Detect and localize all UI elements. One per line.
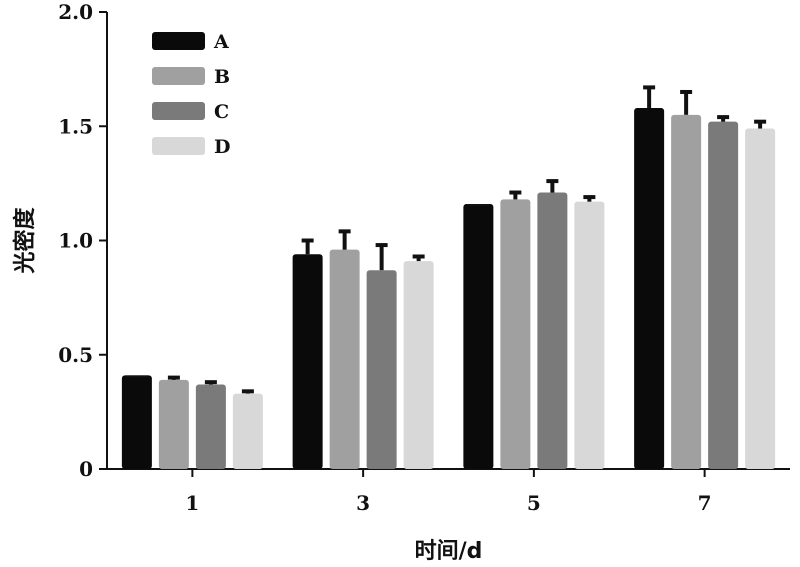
- plot-area: 0 0.5 1.0 1.5 2.0 1 3 5 7: [58, 0, 790, 515]
- legend-swatch: [152, 137, 205, 155]
- bar: [121, 375, 152, 469]
- legend-swatch: [152, 32, 205, 50]
- x-tick-label: 3: [356, 491, 370, 515]
- legend-label: C: [214, 101, 229, 123]
- y-tick-label: 2.0: [58, 0, 93, 24]
- y-tick-label: 1.5: [58, 114, 93, 138]
- x-tick-label: 1: [185, 491, 199, 515]
- y-axis-title: 光密度: [12, 207, 38, 275]
- x-tick-label: 5: [527, 491, 541, 515]
- bar: [500, 199, 531, 469]
- legend-label: D: [214, 136, 230, 158]
- y-tick-label: 0.5: [58, 343, 93, 367]
- legend-swatch: [152, 67, 205, 85]
- legend-swatch: [152, 102, 205, 120]
- bar: [158, 379, 189, 469]
- legend-label: A: [213, 31, 229, 53]
- x-axis-title: 时间/d: [415, 539, 483, 564]
- bar: [574, 201, 605, 469]
- x-tick-label: 7: [698, 491, 712, 515]
- bar: [537, 192, 568, 469]
- bar: [195, 384, 226, 469]
- bar: [634, 107, 665, 469]
- bar: [708, 121, 739, 470]
- bar: [403, 261, 434, 469]
- y-tick-label: 0: [79, 457, 93, 481]
- y-tick-label: 1.0: [58, 229, 93, 253]
- bar: [232, 393, 263, 469]
- bar: [745, 128, 776, 469]
- bar: [671, 114, 702, 469]
- bar: [329, 249, 360, 469]
- bar: [292, 254, 323, 469]
- bar: [463, 203, 494, 469]
- bar: [366, 270, 397, 469]
- legend-label: B: [214, 66, 230, 88]
